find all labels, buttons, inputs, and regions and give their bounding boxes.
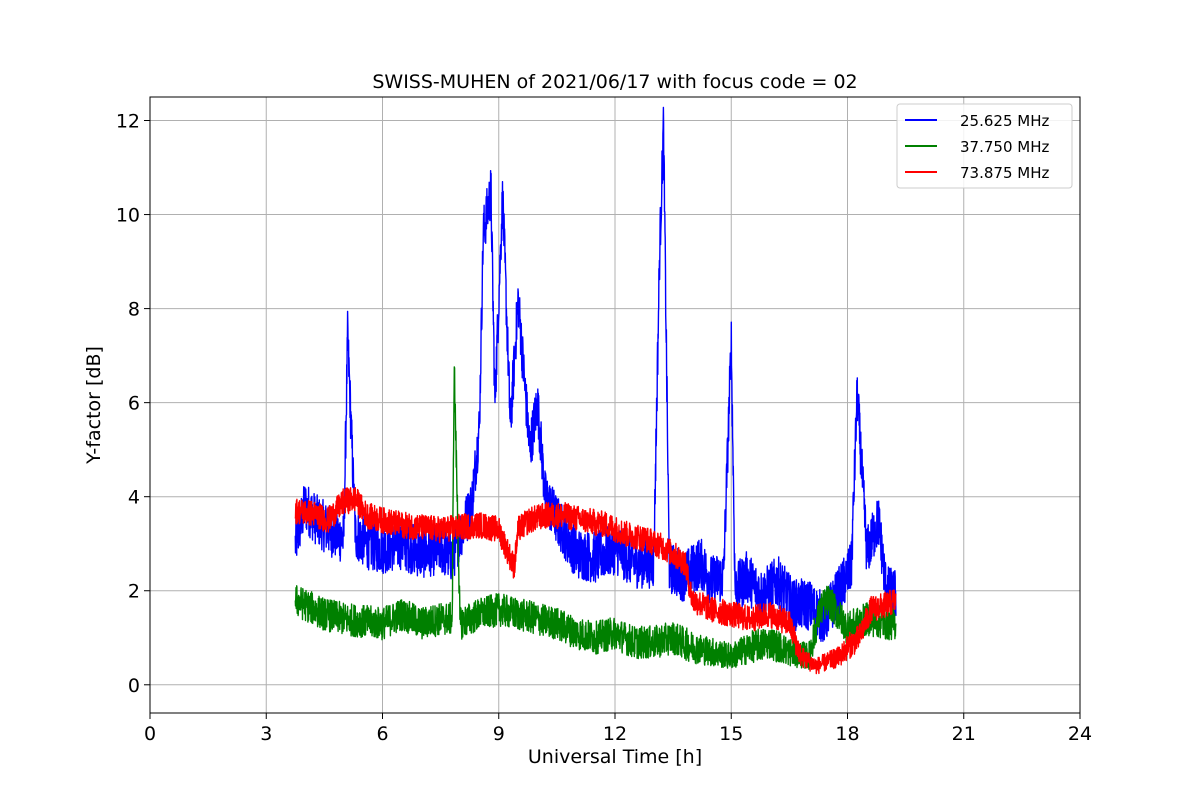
legend: 25.625 MHz 37.750 MHz 73.875 MHz bbox=[896, 103, 1073, 189]
y-tick-label: 12 bbox=[116, 111, 140, 133]
y-tick-label: 4 bbox=[128, 487, 140, 509]
x-tick-label: 6 bbox=[376, 723, 388, 745]
legend-label: 25.625 MHz bbox=[960, 112, 1049, 130]
x-tick-label: 21 bbox=[952, 723, 976, 745]
legend-box bbox=[896, 103, 1073, 189]
x-tick-label: 15 bbox=[719, 723, 743, 745]
x-tick-label: 24 bbox=[1068, 723, 1092, 745]
series-line-3 bbox=[294, 487, 897, 675]
y-tick-label: 8 bbox=[128, 299, 140, 321]
x-tick-label: 9 bbox=[493, 723, 505, 745]
x-tick-label: 12 bbox=[603, 723, 627, 745]
y-tick-label: 6 bbox=[128, 393, 140, 415]
legend-label: 73.875 MHz bbox=[960, 164, 1049, 182]
x-tick-label: 0 bbox=[144, 723, 156, 745]
x-tick-label: 18 bbox=[835, 723, 859, 745]
x-axis-label: Universal Time [h] bbox=[528, 746, 702, 768]
x-tick-label: 3 bbox=[260, 723, 272, 745]
y-tick-label: 2 bbox=[128, 581, 140, 603]
y-tick-label: 0 bbox=[128, 675, 140, 697]
legend-label: 37.750 MHz bbox=[960, 138, 1049, 156]
chart-title: SWISS-MUHEN of 2021/06/17 with focus cod… bbox=[372, 71, 857, 93]
series-layer bbox=[294, 106, 897, 675]
y-axis-label: Y-factor [dB] bbox=[83, 346, 105, 465]
series-line-1 bbox=[294, 106, 897, 642]
y-tick-label: 10 bbox=[116, 205, 140, 227]
series-line-2 bbox=[294, 366, 897, 670]
